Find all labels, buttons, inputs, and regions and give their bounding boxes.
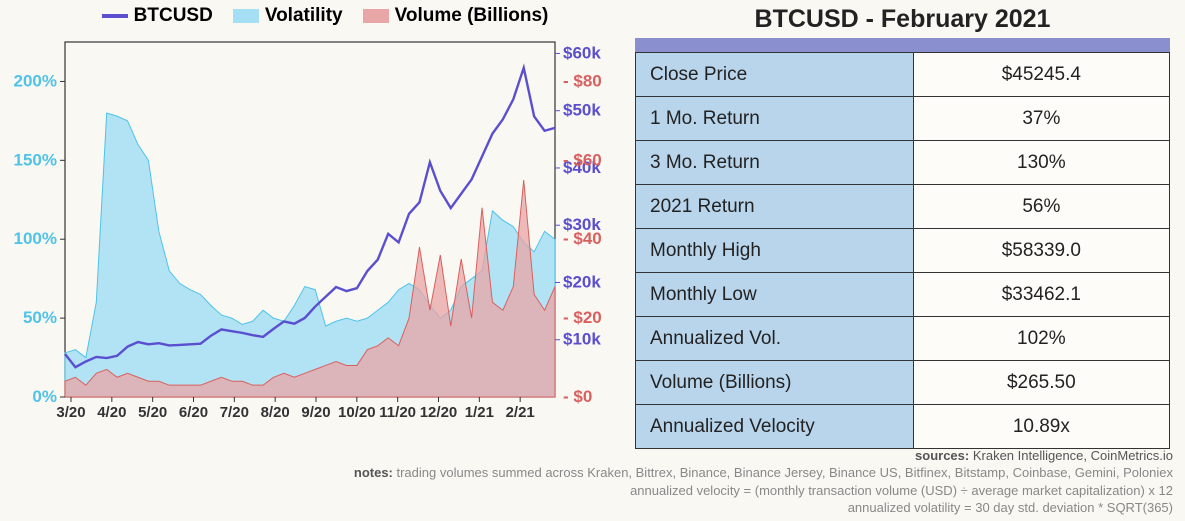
table-row: Annualized Velocity10.89x	[636, 405, 1170, 449]
stat-value: $58339.0	[913, 229, 1169, 273]
stat-label: 3 Mo. Return	[636, 141, 914, 185]
svg-text:$10k: $10k	[563, 330, 601, 349]
table-row: 1 Mo. Return37%	[636, 97, 1170, 141]
svg-text:3/20: 3/20	[56, 404, 85, 421]
svg-text:$20k: $20k	[563, 272, 601, 291]
stat-value: 10.89x	[913, 405, 1169, 449]
svg-text:$50k: $50k	[563, 101, 601, 120]
svg-text:12/20: 12/20	[420, 404, 458, 421]
table-row: Volume (Billions)$265.50	[636, 361, 1170, 405]
table-row: 2021 Return56%	[636, 185, 1170, 229]
stat-value: 56%	[913, 185, 1169, 229]
table-header-bar	[635, 38, 1170, 52]
svg-text:1/21: 1/21	[465, 404, 494, 421]
stat-label: Volume (Billions)	[636, 361, 914, 405]
svg-text:8/20: 8/20	[261, 404, 290, 421]
notes-line2: annualized velocity = (monthly transacti…	[354, 482, 1173, 500]
chart-svg: 3/20 4/20 5/20 6/20 7/20 8/20 9/20 10/2011/2012…	[10, 32, 620, 432]
stat-label: 1 Mo. Return	[636, 97, 914, 141]
stat-label: Annualized Velocity	[636, 405, 914, 449]
svg-text:200%: 200%	[14, 71, 57, 90]
svg-text:6/20: 6/20	[179, 404, 208, 421]
svg-text:- $0: - $0	[563, 387, 592, 406]
svg-text:0%: 0%	[32, 387, 57, 406]
svg-text:- $20: - $20	[563, 308, 602, 327]
legend-volatility: Volatility	[233, 5, 343, 27]
stat-label: Close Price	[636, 53, 914, 97]
svg-text:9/20: 9/20	[301, 404, 330, 421]
table-title: BTCUSD - February 2021	[635, 5, 1170, 34]
svg-text:4/20: 4/20	[97, 404, 126, 421]
notes-line1: trading volumes summed across Kraken, Bi…	[393, 465, 1173, 480]
notes-line3: annualized volatility = 30 day std. devi…	[354, 499, 1173, 517]
svg-text:10/20: 10/20	[338, 404, 376, 421]
table-row: Monthly Low$33462.1	[636, 273, 1170, 317]
svg-text:- $80: - $80	[563, 71, 602, 90]
chart-area: 3/20 4/20 5/20 6/20 7/20 8/20 9/20 10/2011/2012…	[10, 32, 620, 432]
stat-value: $33462.1	[913, 273, 1169, 317]
table-row: Close Price$45245.4	[636, 53, 1170, 97]
svg-text:$60k: $60k	[563, 43, 601, 62]
svg-text:5/20: 5/20	[138, 404, 167, 421]
legend-volume: Volume (Billions)	[363, 5, 549, 27]
stat-value: 37%	[913, 97, 1169, 141]
legend-volatility-label: Volatility	[265, 5, 343, 27]
table-row: Monthly High$58339.0	[636, 229, 1170, 273]
table-row: 3 Mo. Return130%	[636, 141, 1170, 185]
stats-table: Close Price$45245.41 Mo. Return37%3 Mo. …	[635, 52, 1170, 449]
sources-text: Kraken Intelligence, CoinMetrics.io	[969, 448, 1173, 463]
chart-legend: BTCUSD Volatility Volume (Billions)	[10, 5, 620, 27]
chart-panel: BTCUSD Volatility Volume (Billions) 3/20…	[10, 5, 620, 449]
stat-label: 2021 Return	[636, 185, 914, 229]
legend-price-label: BTCUSD	[134, 5, 213, 27]
table-row: Annualized Vol.102%	[636, 317, 1170, 361]
footer-notes: sources: Kraken Intelligence, CoinMetric…	[354, 447, 1173, 517]
stat-value: 102%	[913, 317, 1169, 361]
stat-label: Annualized Vol.	[636, 317, 914, 361]
stat-value: $265.50	[913, 361, 1169, 405]
stats-table-panel: BTCUSD - February 2021 Close Price$45245…	[635, 5, 1170, 449]
stat-label: Monthly Low	[636, 273, 914, 317]
stat-value: $45245.4	[913, 53, 1169, 97]
stat-label: Monthly High	[636, 229, 914, 273]
stat-value: 130%	[913, 141, 1169, 185]
legend-volume-label: Volume (Billions)	[395, 5, 549, 27]
notes-label: notes:	[354, 465, 393, 480]
svg-text:- $40: - $40	[563, 229, 602, 248]
sources-label: sources:	[915, 448, 969, 463]
svg-text:2/21: 2/21	[506, 404, 535, 421]
svg-text:- $60: - $60	[563, 150, 602, 169]
svg-text:7/20: 7/20	[220, 404, 249, 421]
legend-price: BTCUSD	[102, 5, 213, 27]
svg-text:150%: 150%	[14, 150, 57, 169]
svg-text:11/20: 11/20	[379, 404, 416, 421]
svg-text:100%: 100%	[14, 229, 57, 248]
svg-text:50%: 50%	[23, 308, 57, 327]
